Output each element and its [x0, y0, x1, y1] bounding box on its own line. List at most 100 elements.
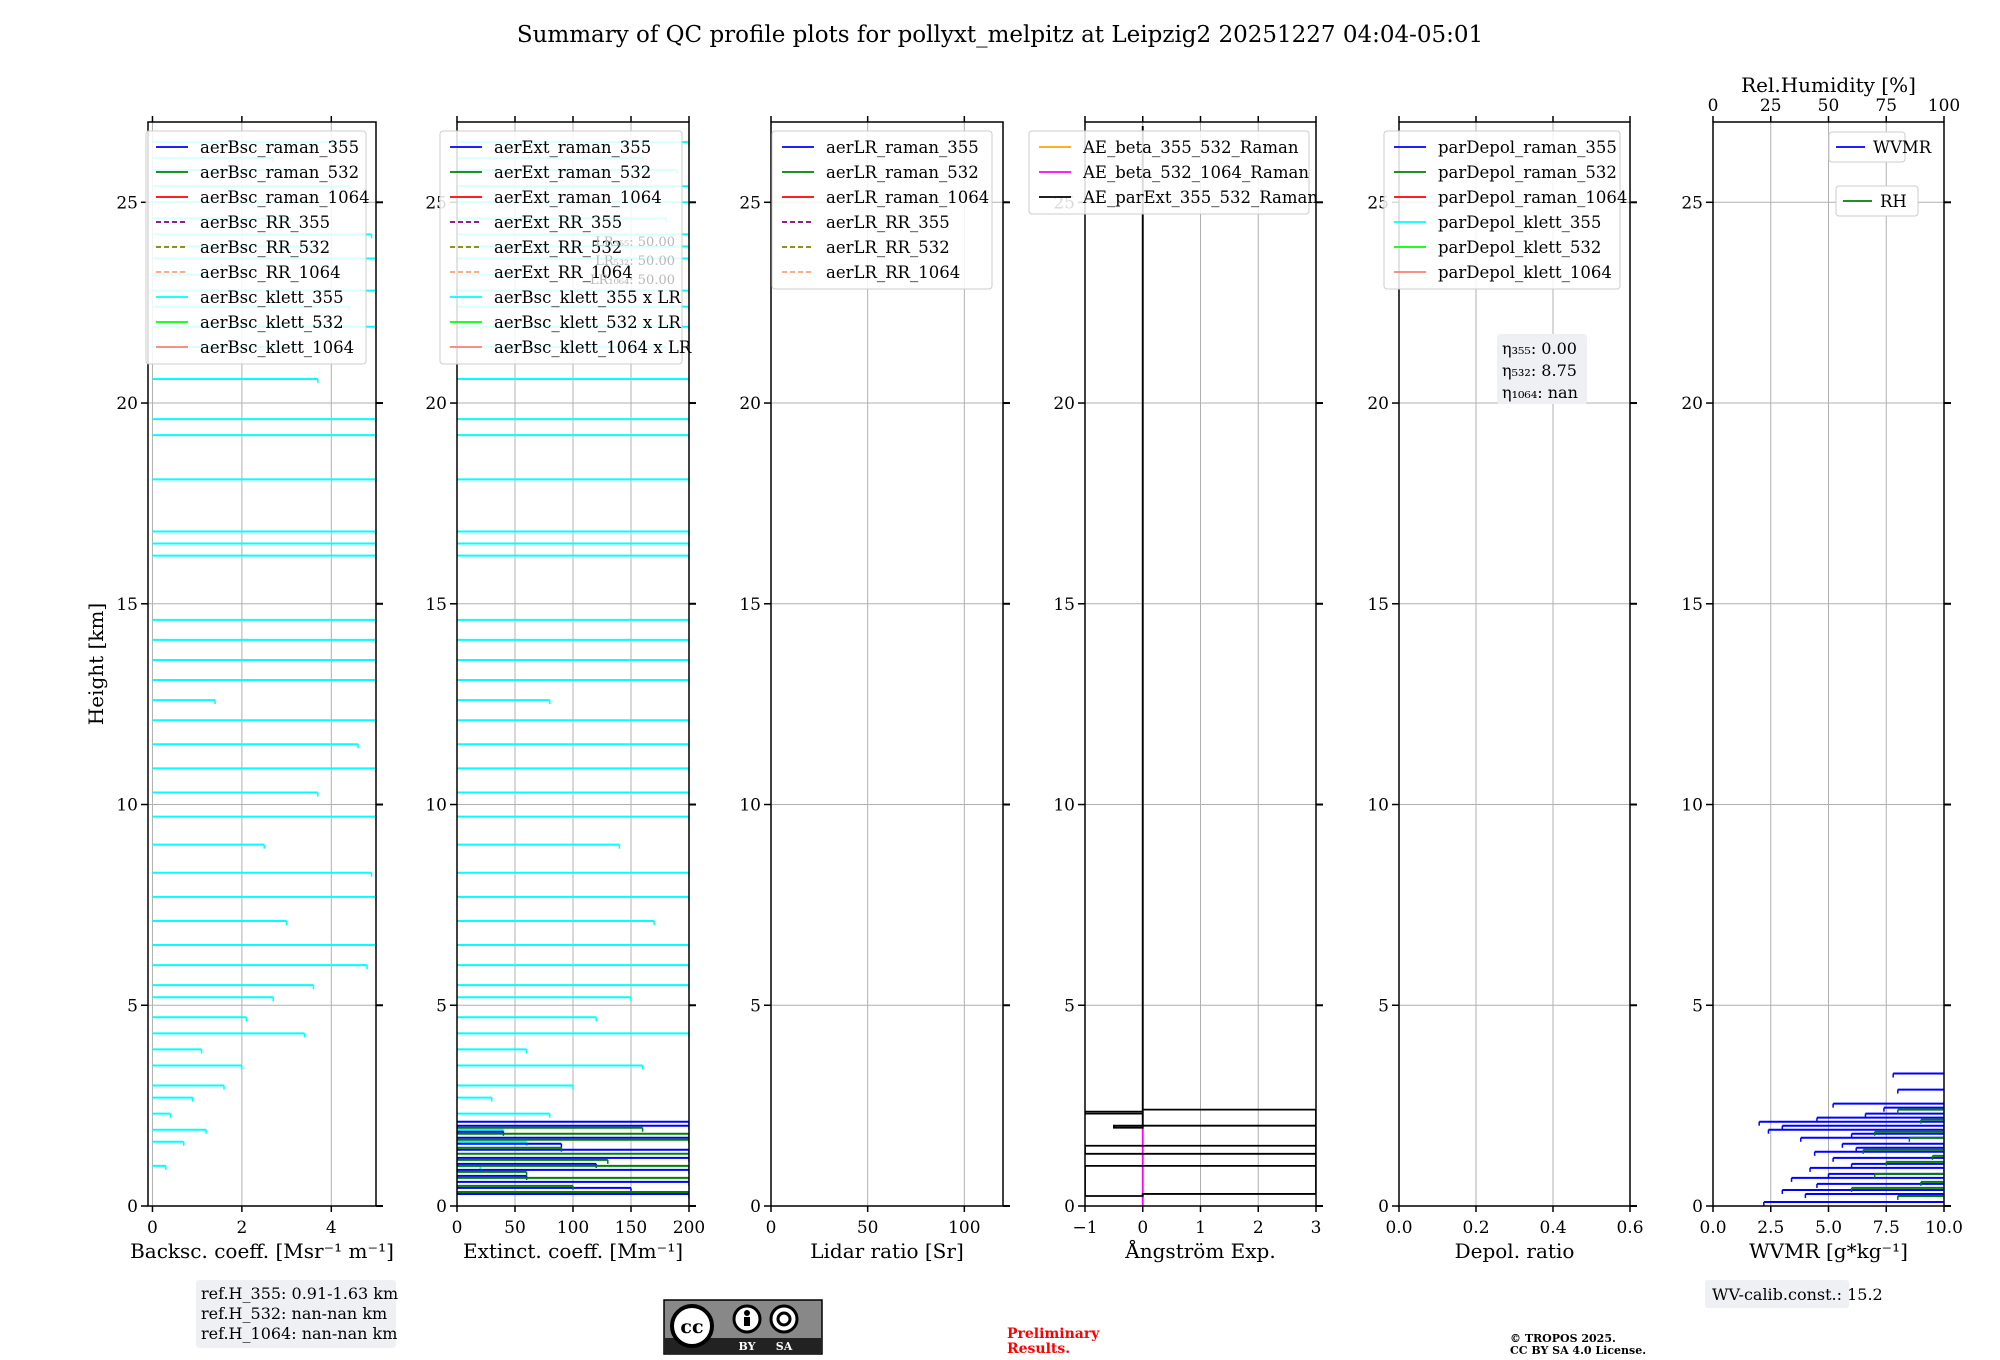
wv-calib-box: WV-calib.const.: 15.2: [1705, 1280, 1883, 1308]
legend-label: aerBsc_RR_532: [200, 238, 330, 257]
x-tick-label: 7.5: [1873, 1218, 1900, 1238]
y-tick-label: 15: [1053, 595, 1075, 615]
top-x-axis-label: Rel.Humidity [%]: [1741, 73, 1916, 97]
legend: aerExt_raman_355 aerExt_raman_532 aerExt_r…: [439, 130, 692, 365]
lidar-ratio-label: LR₅₃₂: 50.00: [595, 254, 675, 269]
y-tick-label: 5: [1064, 996, 1075, 1016]
eta-box: [1497, 334, 1587, 404]
x-axis-label: Lidar ratio [Sr]: [810, 1239, 964, 1263]
figure-title: Summary of QC profile plots for pollyxt_…: [517, 22, 1483, 48]
legend-label: aerBsc_klett_532: [200, 313, 344, 332]
axes-frame: [147, 121, 377, 1207]
y-tick-label: 10: [425, 796, 447, 816]
by-person-head-icon: [744, 1310, 750, 1316]
ref-height-532: ref.H_532: nan-nan km: [201, 1304, 387, 1323]
y-tick-label: 20: [1053, 394, 1075, 414]
legend-box: [1383, 130, 1621, 290]
legend-label: aerBsc_RR_1064: [200, 263, 341, 282]
legend-label: aerBsc_raman_1064: [200, 188, 370, 207]
preliminary-line-2: Results.: [1007, 1341, 1070, 1357]
wv-calib-const: WV-calib.const.: 15.2: [1712, 1285, 1883, 1304]
sa-share-icon: [769, 1304, 799, 1334]
x-tick-label: 2: [236, 1218, 247, 1238]
legend-box: [1828, 131, 1906, 163]
x-tick-label: 5.0: [1815, 1218, 1842, 1238]
legend-label: parDepol_klett_532: [1438, 238, 1601, 257]
y-tick-label: 15: [1681, 595, 1703, 615]
lidar-ratio-label: LR₃₅₅: 50.00: [595, 235, 675, 250]
series-group: [1758, 1072, 1944, 1206]
y-tick-label: 0: [1378, 1197, 1389, 1217]
cc-by-label: BY: [739, 1340, 756, 1353]
series-line-AE_parExt_355_532_Raman: [1085, 126, 1316, 1197]
legend: aerBsc_raman_355 aerBsc_raman_532 aerBsc_r…: [145, 130, 370, 365]
y-tick-label: 15: [116, 595, 138, 615]
legend-label: aerExt_raman_355: [494, 138, 651, 157]
legend-label: parDepol_klett_355: [1438, 213, 1601, 232]
legend: parDepol_raman_355 parDepol_raman_532 parD…: [1383, 130, 1627, 290]
legend-label: aerBsc_klett_355 x LR: [494, 288, 681, 307]
legend: WVMR: [1828, 131, 1932, 163]
legend-box: [1028, 130, 1310, 215]
by-person-body-icon: [744, 1317, 750, 1326]
panel-1: 0 2 4 0 5 10 15 20 25 Backsc. coeff. [Msr⁻¹ m⁻¹] H…: [84, 116, 394, 1263]
y-axis-label: Height [km]: [84, 603, 108, 725]
y-tick-label: 25: [116, 193, 138, 213]
y-tick-label: 25: [1681, 193, 1703, 213]
legend-box: [1835, 185, 1919, 217]
x-axis-label: Depol. ratio: [1455, 1239, 1575, 1263]
y-tick-label: 0: [750, 1197, 761, 1217]
legend-label: aerExt_raman_532: [494, 163, 651, 182]
legend: AE_beta_355_532_Raman AE_beta_532_1064_Ra…: [1028, 130, 1318, 215]
y-tick-label: 20: [425, 394, 447, 414]
panel-6: 0.0 2.5 5.0 7.5 10.0 0 5 10 15 20 25 WVMR [g*kg⁻¹] 0…: [1681, 73, 1963, 1263]
legend-label: aerBsc_RR_355: [200, 213, 330, 232]
x-tick-label: 0.2: [1462, 1218, 1489, 1238]
top-x-tick-label: 100: [1928, 96, 1960, 116]
y-tick-label: 10: [1367, 796, 1389, 816]
x-tick-label: 0: [147, 1218, 158, 1238]
x-axis-label: Ångström Exp.: [1124, 1238, 1275, 1263]
legend-label: aerExt_RR_355: [494, 213, 622, 232]
legend-label: aerLR_raman_355: [826, 138, 979, 157]
legend-label: aerExt_RR_1064: [494, 263, 633, 282]
y-tick-label: 5: [1378, 996, 1389, 1016]
y-tick-label: 10: [116, 796, 138, 816]
y-tick-label: 5: [750, 996, 761, 1016]
y-tick-label: 5: [127, 996, 138, 1016]
legend-label: parDepol_raman_355: [1438, 138, 1617, 157]
x-tick-label: 200: [673, 1218, 705, 1238]
axes-frame: [456, 121, 690, 1207]
x-axis-label: Extinct. coeff. [Mm⁻¹]: [463, 1239, 683, 1263]
x-tick-label: −1: [1072, 1218, 1097, 1238]
y-tick-label: 0: [127, 1197, 138, 1217]
legend-label: aerBsc_klett_355: [200, 288, 344, 307]
ref-height-1064: ref.H_1064: nan-nan km: [201, 1324, 397, 1343]
y-tick-label: 10: [1681, 796, 1703, 816]
x-tick-label: 0: [1137, 1218, 1148, 1238]
cc-logo-icon: [670, 1304, 714, 1348]
legend-label: parDepol_raman_1064: [1438, 188, 1627, 207]
x-tick-label: 100: [557, 1218, 589, 1238]
axes-frame: [1084, 121, 1317, 1207]
legend-box: [439, 130, 683, 365]
legend-label: AE_beta_532_1064_Raman: [1082, 163, 1309, 182]
cc-sa-label: SA: [776, 1340, 793, 1353]
eta-label: η₅₃₂: 8.75: [1502, 361, 1577, 380]
legend-label: aerLR_RR_1064: [826, 263, 960, 282]
legend-label: aerBsc_klett_1064: [200, 338, 354, 357]
x-tick-label: 3: [1311, 1218, 1322, 1238]
y-tick-label: 0: [1064, 1197, 1075, 1217]
ref-height-box: ref.H_355: 0.91-1.63 km ref.H_532: nan-n…: [196, 1280, 398, 1348]
legend-label: aerLR_RR_532: [826, 238, 950, 257]
legend-label: AE_beta_355_532_Raman: [1082, 138, 1299, 157]
x-tick-label: 150: [615, 1218, 647, 1238]
x-axis-label: WVMR [g*kg⁻¹]: [1749, 1239, 1908, 1263]
series-group: [1085, 126, 1316, 1206]
x-tick-label: 0.6: [1616, 1218, 1643, 1238]
eta-label: η₁₀₆₄: nan: [1502, 383, 1578, 402]
y-tick-label: 15: [739, 595, 761, 615]
